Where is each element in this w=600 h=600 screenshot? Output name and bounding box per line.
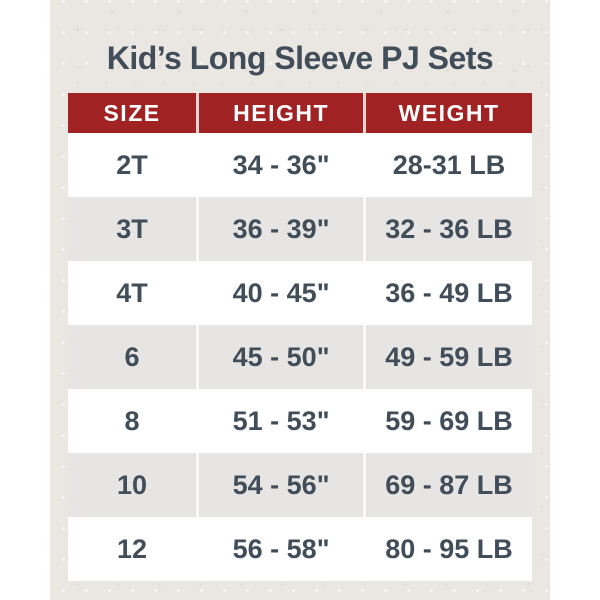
weight-cell: 36 - 49 LB	[363, 261, 532, 325]
weight-cell: 28-31 LB	[363, 133, 532, 197]
column-header-height: HEIGHT	[196, 93, 363, 133]
height-cell: 54 - 56"	[196, 453, 363, 517]
table-row: 6 45 - 50" 49 - 59 LB	[68, 325, 532, 389]
weight-cell: 69 - 87 LB	[363, 453, 532, 517]
size-cell: 3T	[116, 213, 148, 244]
table-header-row: SIZE HEIGHT WEIGHT	[68, 93, 532, 133]
height-cell: 56 - 58"	[196, 517, 363, 581]
size-cell: 6	[124, 341, 140, 372]
height-cell: 45 - 50"	[196, 325, 363, 389]
size-cell: 8	[124, 405, 140, 436]
size-table: SIZE HEIGHT WEIGHT 2T 34 - 36" 28-31 LB …	[68, 93, 532, 581]
size-cell: 10	[117, 469, 148, 500]
weight-cell: 49 - 59 LB	[363, 325, 532, 389]
weight-cell: 32 - 36 LB	[363, 197, 532, 261]
size-chart-card: Kid’s Long Sleeve PJ Sets SIZE HEIGHT WE…	[50, 0, 550, 600]
page-title: Kid’s Long Sleeve PJ Sets	[106, 40, 494, 76]
column-header-weight: WEIGHT	[363, 93, 532, 133]
height-cell: 40 - 45"	[196, 261, 363, 325]
table-row: 3T 36 - 39" 32 - 36 LB	[68, 197, 532, 261]
table-row: 4T 40 - 45" 36 - 49 LB	[68, 261, 532, 325]
column-header-size: SIZE	[103, 99, 161, 126]
table-row: 12 56 - 58" 80 - 95 LB	[68, 517, 532, 581]
size-cell: 4T	[116, 277, 148, 308]
table-row: 10 54 - 56" 69 - 87 LB	[68, 453, 532, 517]
weight-cell: 80 - 95 LB	[363, 517, 532, 581]
size-cell: 2T	[116, 149, 148, 180]
table-row: 2T 34 - 36" 28-31 LB	[68, 133, 532, 197]
height-cell: 51 - 53"	[196, 389, 363, 453]
weight-cell: 59 - 69 LB	[363, 389, 532, 453]
size-cell: 12	[117, 533, 148, 564]
height-cell: 36 - 39"	[196, 197, 363, 261]
table-row: 8 51 - 53" 59 - 69 LB	[68, 389, 532, 453]
height-cell: 34 - 36"	[196, 133, 363, 197]
